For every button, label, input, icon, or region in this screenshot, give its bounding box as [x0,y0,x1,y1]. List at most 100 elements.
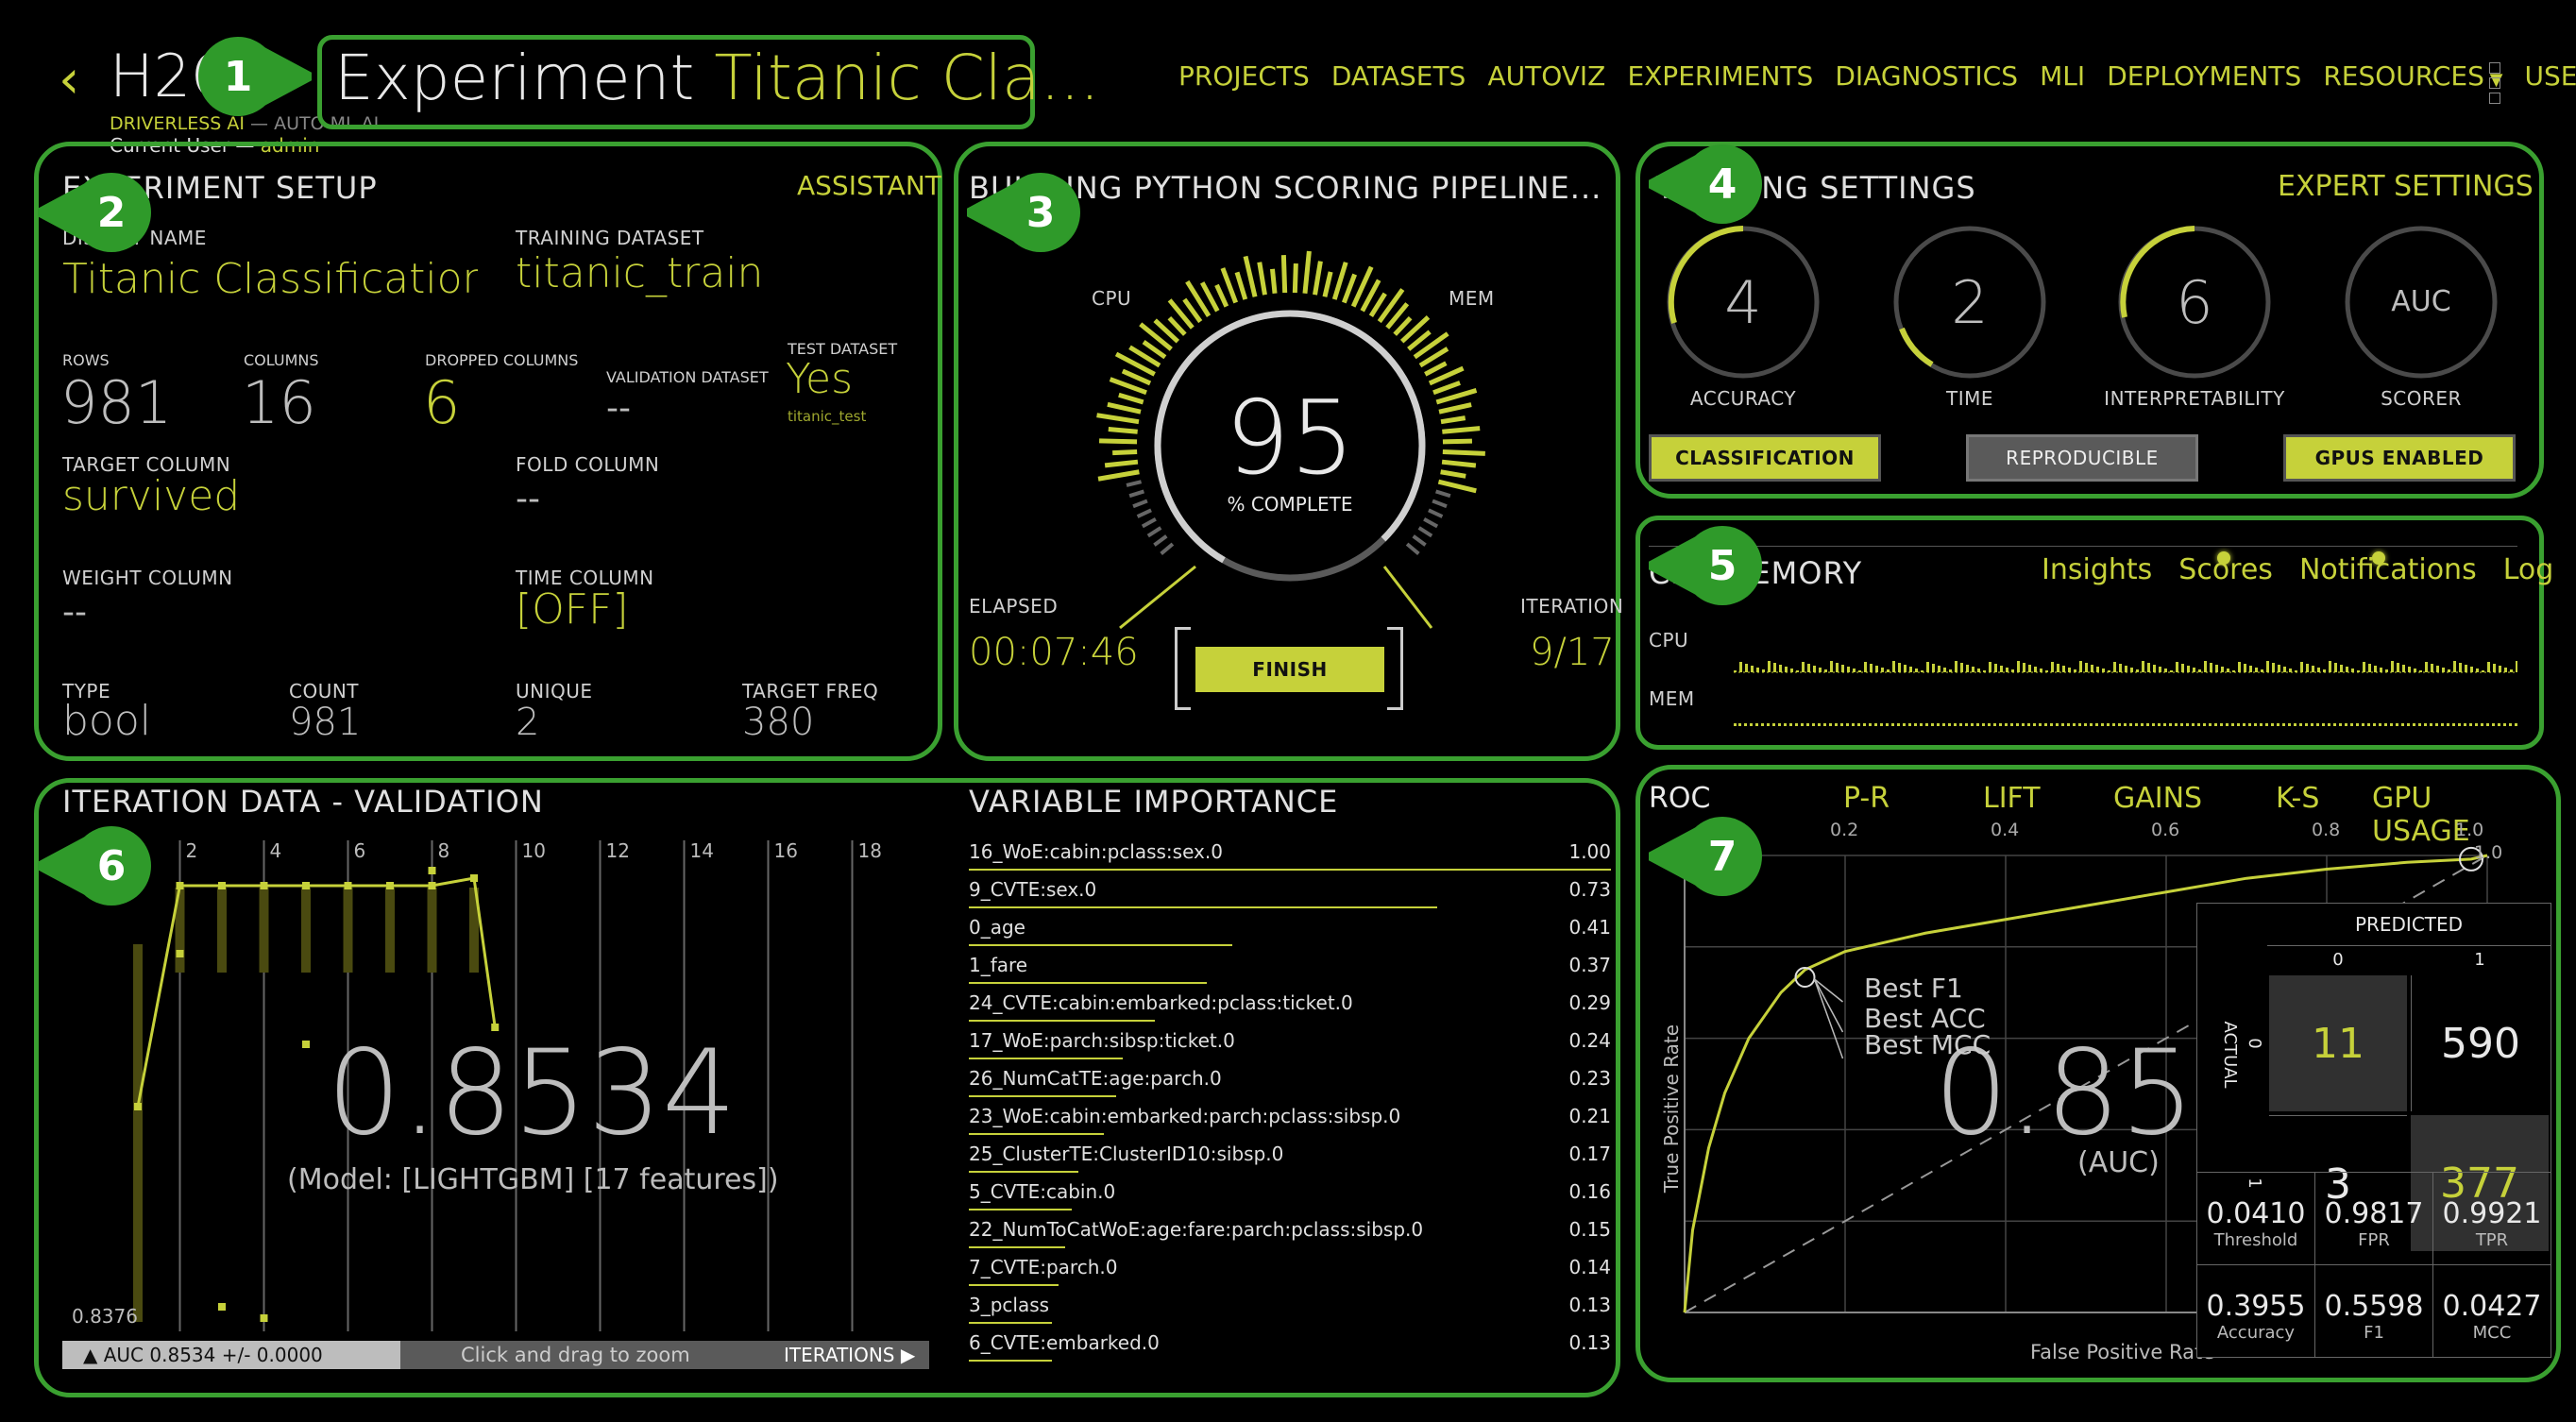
cpu-usage-bar [1841,665,1844,672]
accuracy-dial-value[interactable]: 4 [1724,268,1762,337]
cpu-usage-bar [2402,665,2405,672]
tab-pr[interactable]: P-R [1843,782,1890,815]
nav-mli[interactable]: MLI [2040,60,2086,92]
gauge-tick [1160,542,1175,555]
cpu-usage-bar [1785,667,1788,672]
iter-tick-label: 2 [186,839,198,862]
best-mcc-label: Best MCC [1864,1029,1991,1060]
marker-pointer [264,47,312,106]
nav-diagnostics[interactable]: DIAGNOSTICS [1835,60,2018,92]
interpretability-dial-value[interactable]: 6 [2176,268,2213,337]
auc-legend[interactable]: ▲ AUC 0.8534 +/- 0.0000 [62,1341,400,1369]
scorer-dial-value[interactable]: AUC [2391,285,2451,318]
varimp-row[interactable]: 0_age 0.41 [969,910,1611,948]
best-label-leader [1813,978,1844,1033]
gauge-tick [1096,413,1140,425]
varimp-row[interactable]: 26_NumCatTE:age:parch.0 0.23 [969,1061,1611,1099]
iteration-chart[interactable]: 2 4 6 8 10 12 14 16 18 [62,831,931,1331]
iter-candidate-bar [133,944,143,1322]
tab-log[interactable]: Log [2502,553,2554,586]
varimp-name: 16_WoE:cabin:pclass:sex.0 [969,840,1223,863]
varimp-row[interactable]: 5_CVTE:cabin.0 0.16 [969,1175,1611,1212]
back-icon[interactable]: ‹ [59,49,80,110]
nav-projects[interactable]: PROJECTS [1178,60,1310,92]
varimp-value: 0.21 [1568,1105,1611,1127]
tab-lift[interactable]: LIFT [1983,782,2041,815]
assistant-link[interactable]: ASSISTANT [797,170,941,201]
gauge-tick [1413,331,1449,360]
dropped-columns-value[interactable]: 6 [423,368,461,437]
cpu-usage-bar [2300,662,2303,672]
cpu-usage-bar [1870,664,1873,672]
weight-column-value[interactable]: -- [62,593,87,632]
notifications-dot [2372,551,2385,565]
nav-resources[interactable]: RESOURCES ▼ [2323,60,2502,92]
gauge-mem-label: MEM [1449,287,1495,310]
nav-user[interactable]: USER ▼ [2525,60,2576,92]
tab-gains[interactable]: GAINS [2113,782,2203,815]
gauge-tick [1440,415,1466,425]
cpu-usage-bar [2102,669,2105,672]
training-dataset-value[interactable]: titanic_train [516,249,764,297]
expert-settings-link[interactable]: EXPERT SETTINGS [2278,170,2534,203]
marker-pointer [38,837,85,895]
cpu-usage-bar [1864,662,1867,672]
gauge-tick [1220,267,1239,304]
cpu-usage-bar [2130,668,2133,672]
varimp-row[interactable]: 17_WoE:parch:sibsp:ticket.0 0.24 [969,1024,1611,1061]
tab-insights[interactable]: Insights [2042,553,2153,586]
time-column-value[interactable]: [OFF] [516,585,629,634]
varimp-row[interactable]: 3_pclass 0.13 [969,1288,1611,1326]
cpu-usage-bar [1904,665,1907,672]
varimp-row[interactable]: 25_ClusterTE:ClusterID10:sibsp.0 0.17 [969,1137,1611,1175]
iter-tick-label: 10 [522,839,546,862]
roc-xtick-0.6: 0.6 [2151,820,2180,840]
varimp-row[interactable]: 16_WoE:cabin:pclass:sex.0 1.00 [969,835,1611,872]
test-dataset-value[interactable]: Yes [786,355,854,403]
varimp-row[interactable]: 7_CVTE:parch.0 0.14 [969,1250,1611,1288]
fold-column-value[interactable]: -- [516,480,540,518]
cm-tp: 377 [2411,1115,2549,1251]
cpu-usage-bar [2091,665,2093,672]
varimp-row[interactable]: 6_CVTE:embarked.0 0.13 [969,1326,1611,1363]
nav-datasets[interactable]: DATASETS [1330,60,1466,92]
iter-point [176,950,184,957]
nav-experiments[interactable]: EXPERIMENTS [1627,60,1814,92]
tab-roc[interactable]: ROC [1649,782,1711,815]
metric-cell: 0.3955 Accuracy [2197,1265,2315,1357]
iterations-toggle[interactable]: ITERATIONS ▶ [784,1344,916,1366]
finish-bracket [1175,627,1403,710]
gpus-enabled-button[interactable]: GPUS ENABLED [2283,434,2516,482]
gauge-tick [1322,271,1333,297]
varimp-row[interactable]: 1_fare 0.37 [969,948,1611,986]
gauge-tick [1128,489,1145,499]
target-column-value[interactable]: survived [62,472,241,520]
cpu-usage-bar [2504,668,2507,672]
nav-deployments[interactable]: DEPLOYMENTS [2107,60,2302,92]
cpu-usage-bar [1887,669,1890,672]
classification-button[interactable]: CLASSIFICATION [1649,434,1881,482]
metric-value: 0.5598 [2324,1290,2424,1323]
experiment-title-name[interactable]: Titanic Cla... [714,42,1100,114]
cpu-usage-bar [2487,662,2490,672]
varimp-row[interactable]: 23_WoE:cabin:embarked:parch:pclass:sibsp… [969,1099,1611,1137]
menu-icon[interactable] [2489,62,2500,104]
cpu-usage-bar [2079,661,2082,672]
cpu-usage-bar [2181,664,2184,672]
iteration-score: 0.8534 [327,1025,737,1161]
reproducible-button[interactable]: REPRODUCIBLE [1966,434,2198,482]
varimp-row[interactable]: 24_CVTE:cabin:embarked:pclass:ticket.0 0.… [969,986,1611,1024]
display-name-value[interactable]: Titanic Classification Tu [62,255,478,303]
tab-gpu-usage[interactable]: GPU USAGE [2372,782,2470,848]
finish-button[interactable]: FINISH [1195,647,1384,692]
cpu-usage-bar [2164,669,2167,672]
cpu-usage-bar [1819,668,1822,672]
tab-notifications[interactable]: Notifications [2298,553,2477,586]
varimp-row[interactable]: 9_CVTE:sex.0 0.73 [969,872,1611,910]
nav-autoviz[interactable]: AUTOVIZ [1487,60,1606,92]
varimp-row[interactable]: 22_NumToCatWoE:age:fare:parch:pclass:sib… [969,1212,1611,1250]
validation-dataset-value[interactable]: -- [606,389,631,428]
tab-ks[interactable]: K-S [2276,782,2320,815]
time-dial-value[interactable]: 2 [1951,268,1989,337]
marker-pointer [1649,827,1696,886]
